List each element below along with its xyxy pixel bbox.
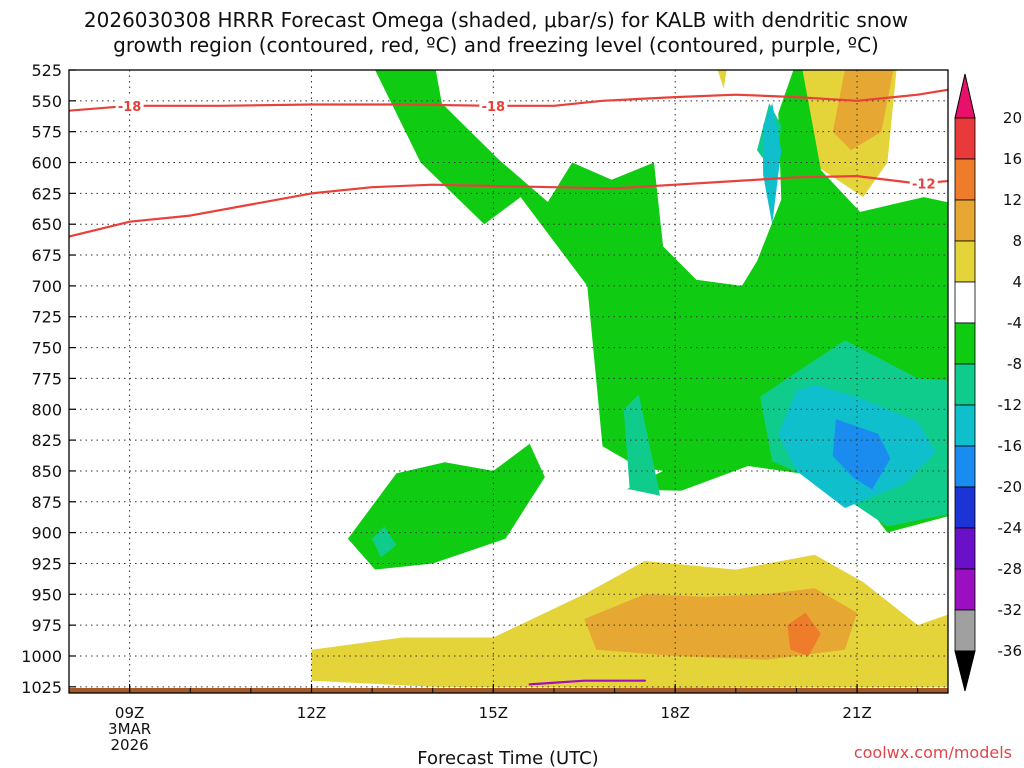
y-tick-label: 950	[31, 585, 62, 604]
colorbar-label: 16	[1003, 150, 1022, 168]
freezing-level-contour-3	[528, 679, 646, 686]
y-tick-label: 875	[31, 493, 62, 512]
colorbar-label: -12	[998, 396, 1023, 414]
colorbar-label: -28	[998, 560, 1023, 578]
x-axis-title: Forecast Time (UTC)	[417, 748, 598, 768]
y-tick-label: 575	[31, 123, 62, 142]
x-tick-label: 18Z	[661, 704, 690, 722]
colorbar-swatch	[954, 322, 976, 365]
contour-label-bg	[479, 97, 508, 113]
contour-label-bg	[115, 97, 144, 113]
colorbar-label: -4	[1007, 314, 1022, 332]
chart-title-line1: 2026030308 HRRR Forecast Omega (shaded, …	[84, 8, 908, 32]
y-tick-label: 625	[31, 184, 62, 203]
colorbar-swatch	[954, 240, 976, 283]
colorbar-swatch	[954, 568, 976, 611]
colorbar-swatch	[954, 281, 976, 324]
colorbar-swatch	[954, 363, 976, 406]
y-tick-label: 800	[31, 400, 62, 419]
y-tick-label: 600	[31, 154, 62, 173]
colorbar-label: -32	[998, 601, 1023, 619]
omega-region-15	[787, 612, 821, 656]
colorbar-label: 8	[1012, 232, 1022, 250]
contour-label-bg	[909, 175, 938, 191]
x-tick-label: 2026	[111, 736, 149, 754]
colorbar-swatch	[954, 609, 976, 652]
y-tick-label: 975	[31, 616, 62, 635]
colorbar-label: -16	[998, 437, 1023, 455]
contour-label: -12	[912, 177, 936, 192]
omega-region-8	[763, 103, 782, 225]
y-tick-label: 550	[31, 92, 62, 111]
y-tick-label: 850	[31, 462, 62, 481]
x-tick-label: 09Z	[115, 704, 144, 722]
x-tick-label: 12Z	[297, 704, 326, 722]
colorbar-bottom-arrow	[954, 650, 976, 692]
colorbar-swatch	[954, 199, 976, 242]
plot-frame	[68, 69, 949, 694]
colorbar-swatch	[954, 486, 976, 529]
y-tick-label: 750	[31, 339, 62, 358]
y-tick-label: 525	[31, 61, 62, 80]
colorbar-swatch	[954, 158, 976, 201]
y-tick-label: 925	[31, 554, 62, 573]
dendritic-contour-1	[69, 175, 948, 238]
omega-region-11	[717, 70, 727, 89]
colorbar-swatch	[954, 404, 976, 447]
terrain-ground	[69, 688, 948, 693]
x-tick-label: 21Z	[842, 704, 871, 722]
y-tick-label: 650	[31, 215, 62, 234]
omega-region-2	[623, 394, 661, 496]
y-tick-label: 1000	[21, 647, 62, 666]
colorbar-label: -36	[998, 642, 1023, 660]
dendritic-contour-0	[69, 88, 948, 112]
omega-region-13	[832, 70, 894, 151]
omega-region-14	[584, 588, 858, 660]
y-tick-label: 775	[31, 369, 62, 388]
colorbar-label: -8	[1007, 355, 1022, 373]
x-tick-label: 15Z	[479, 704, 508, 722]
omega-region-9	[832, 419, 891, 490]
contour-label: -18	[482, 100, 506, 115]
colorbar-label: -20	[998, 478, 1023, 496]
colorbar: 20 16 12 8 4 -4 -8 -12 -16 -20 -24 -28 -32 -36	[954, 73, 1023, 692]
grid-lines	[69, 70, 948, 693]
credit-text: coolwx.com/models	[854, 743, 1012, 762]
colorbar-label: 4	[1012, 273, 1022, 291]
colorbar-label: -24	[998, 519, 1023, 537]
chart-title-line2: growth region (contoured, red, ºC) and f…	[113, 33, 879, 57]
contour-label: -18	[118, 100, 142, 115]
colorbar-label: 20	[1003, 109, 1022, 127]
colorbar-label: 12	[1003, 191, 1022, 209]
contour-lines: -18 -18 -12	[69, 88, 948, 686]
colorbar-swatch	[954, 117, 976, 160]
colorbar-top-arrow	[954, 73, 976, 119]
y-tick-label: 900	[31, 524, 62, 543]
y-tick-label: 1025	[21, 678, 62, 697]
y-tick-label: 700	[31, 277, 62, 296]
omega-region-1	[347, 443, 545, 570]
y-tick-label: 675	[31, 246, 62, 265]
y-tick-label: 725	[31, 308, 62, 327]
x-tick-label: 3MAR	[108, 720, 151, 738]
y-axis-ticks: 525 550 575 600 625 650 675 700 725 750 775 800 825 8…	[21, 61, 76, 697]
y-tick-label: 825	[31, 431, 62, 450]
omega-region-5	[372, 526, 397, 558]
colorbar-swatch	[954, 527, 976, 570]
colorbar-swatch	[954, 445, 976, 488]
